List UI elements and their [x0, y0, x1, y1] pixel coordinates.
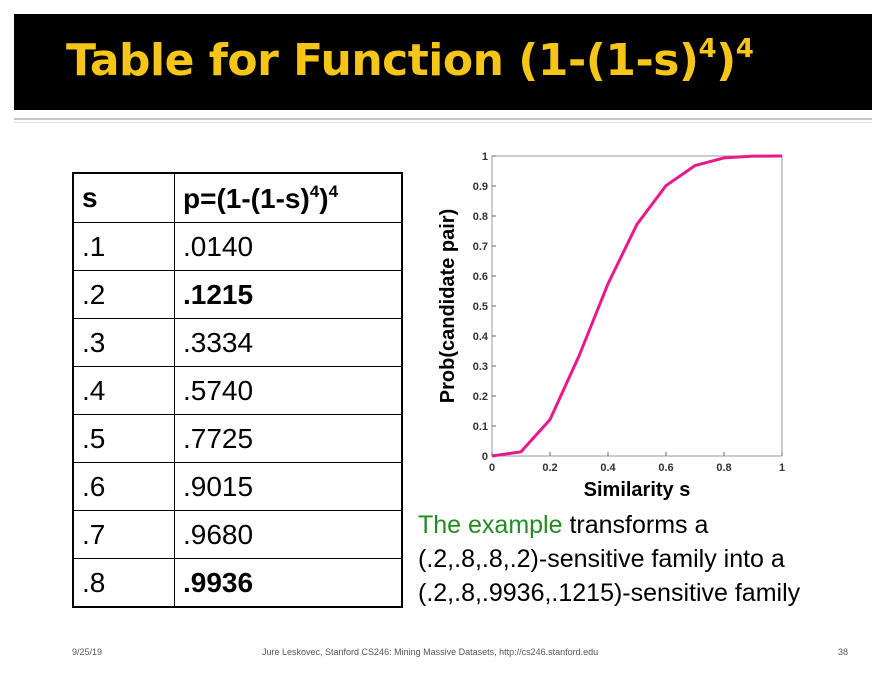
series-line: [491, 154, 783, 458]
table-row: .4.5740: [72, 366, 403, 415]
y-tick-label: 0.4: [473, 331, 489, 343]
slide-title-exponent-2: 4: [735, 34, 754, 64]
y-tick-label: 0.7: [473, 241, 488, 253]
table-row: .6.9015: [72, 462, 403, 511]
caption-line-1: The example transforms a: [418, 508, 800, 542]
cell-p: .9680: [174, 510, 403, 559]
y-tick-label: 0.2: [473, 391, 488, 403]
y-tick-label: 0.8: [473, 211, 488, 223]
x-tick-label: 1: [779, 462, 785, 474]
y-tick-label: 0: [482, 451, 488, 463]
cell-s: .6: [72, 462, 175, 511]
header-p-main: p=(1-(1-s): [183, 182, 310, 214]
y-tick-label: 0.9: [473, 181, 488, 193]
cell-s: .8: [72, 558, 175, 608]
table-row: .8.9936: [72, 558, 403, 608]
x-tick-label: 0.8: [716, 462, 731, 474]
y-tick-label: 0.1: [473, 421, 488, 433]
y-axis-label: Prob(candidate pair): [437, 209, 459, 403]
table-row: .3.3334: [72, 318, 403, 367]
table-row: .2.1215: [72, 270, 403, 319]
x-tick-label: 0.2: [542, 462, 557, 474]
x-tick-label: 0.6: [658, 462, 673, 474]
cell-p: .9015: [174, 462, 403, 511]
cell-p: .0140: [174, 222, 403, 271]
title-bar: Table for Function (1-(1-s)4)4: [14, 14, 872, 110]
y-tick-label: 0.3: [473, 361, 488, 373]
cell-s: .7: [72, 510, 175, 559]
footer-credit: Jure Leskovec, Stanford CS246: Mining Ma…: [262, 647, 599, 657]
caption-line-1-rest: transforms a: [562, 511, 709, 539]
function-table: s p=(1-(1-s)4)4 .1.0140 .2.1215 .3.3334 …: [72, 172, 403, 608]
caption-line-3: (.2,.8,.9936,.1215)-sensitive family: [418, 579, 801, 607]
slide-title-main: Table for Function (1-(1-s): [66, 35, 699, 86]
footer-date: 9/25/19: [72, 647, 103, 657]
cell-p: .7725: [174, 414, 403, 463]
header-s: s: [72, 172, 175, 223]
table-row: .5.7725: [72, 414, 403, 463]
caption-highlight: The example: [418, 511, 563, 539]
divider-line: [14, 118, 872, 120]
cell-s: .2: [72, 270, 175, 319]
header-p-exponent-1: 4: [309, 181, 320, 201]
x-tick-label: 0: [489, 462, 495, 474]
slide-title: Table for Function (1-(1-s)4)4: [66, 34, 754, 86]
cell-p: .1215: [174, 270, 403, 319]
x-tick-label: 0.4: [600, 462, 616, 474]
cell-s: .3: [72, 318, 175, 367]
header-p-exponent-2: 4: [328, 181, 339, 201]
y-tick-label: 0.6: [473, 271, 488, 283]
cell-s: .5: [72, 414, 175, 463]
cell-p: .5740: [174, 366, 403, 415]
similarity-chart: 0 0.1 0.2 0.3 0.4 0.5 0.6 0.7 0.8 0.9 1 0 0.2 0.4 0.6 0…: [437, 151, 785, 501]
divider-line-light: [14, 122, 872, 123]
caption-line-2: (.2,.8,.8,.2)-sensitive family into a: [418, 545, 785, 573]
footer-page-number: 38: [838, 647, 849, 657]
x-axis-label: Similarity s: [584, 479, 691, 501]
cell-p: .9936: [174, 558, 403, 608]
cell-s: .4: [72, 366, 175, 415]
cell-p: .3334: [174, 318, 403, 367]
table-header-row: s p=(1-(1-s)4)4: [72, 172, 403, 223]
table-row: .1.0140: [72, 222, 403, 271]
y-tick-label: 0.5: [473, 301, 488, 313]
caption: The example transforms a (.2,.8,.8,.2)-s…: [418, 508, 800, 610]
slide-title-close: ): [716, 35, 736, 86]
table-row: .7.9680: [72, 510, 403, 559]
header-p-close: ): [319, 182, 329, 214]
header-p: p=(1-(1-s)4)4: [174, 172, 403, 223]
y-tick-label: 1: [482, 151, 488, 163]
plot-frame: [491, 155, 783, 457]
slide-title-exponent-1: 4: [698, 34, 717, 64]
cell-s: .1: [72, 222, 175, 271]
